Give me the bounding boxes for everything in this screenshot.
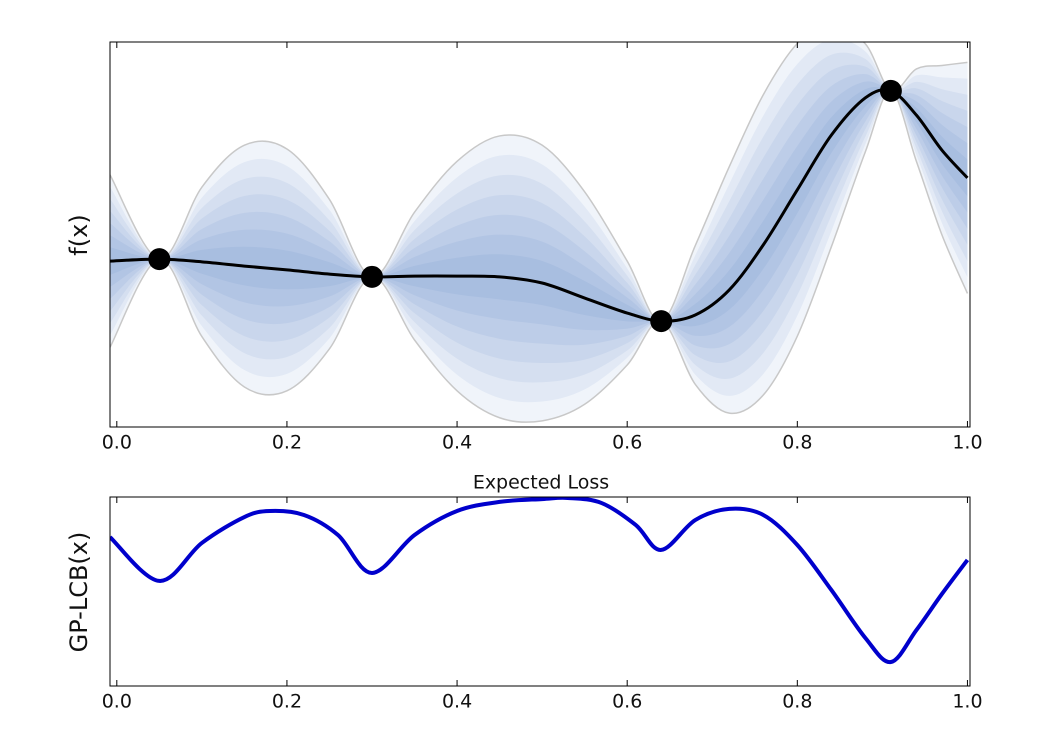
- uncertainty-band: [110, 64, 968, 364]
- x-tick-label: 0.8: [782, 432, 812, 454]
- observation: [148, 248, 171, 271]
- acquisition-line: [110, 497, 970, 664]
- subplot-title: Expected Loss: [473, 472, 609, 494]
- x-tick-label: 0.6: [612, 691, 642, 713]
- mean-line: [110, 88, 969, 323]
- y-axis-label: GP-LCB(x): [65, 532, 93, 653]
- plot-area: [110, 497, 970, 664]
- observation: [650, 310, 673, 333]
- observation: [360, 265, 383, 288]
- uncertainty-band: [110, 52, 968, 383]
- x-tick-label: 1.0: [952, 432, 982, 454]
- x-tick-label: 0.6: [612, 432, 642, 454]
- x-tick-label: 0.4: [442, 432, 472, 454]
- x-tick-label: 0.8: [782, 691, 812, 713]
- x-tick-label: 0.4: [442, 691, 472, 713]
- uncertainty-band: [110, 42, 968, 403]
- uncertainty-band: [110, 86, 968, 327]
- x-tick-label: 1.0: [952, 691, 982, 713]
- confidence-bound: [110, 42, 968, 322]
- confidence-bound: [110, 90, 969, 423]
- axes-frame: [109, 41, 971, 428]
- axes-frame: [109, 496, 971, 687]
- uncertainty-band: [110, 74, 968, 349]
- plot-area: [110, 42, 969, 423]
- y-axis-label: f(x): [65, 214, 93, 255]
- x-tick-label: 0.2: [272, 691, 302, 713]
- uncertainty-band: [110, 42, 968, 423]
- observation: [879, 79, 902, 102]
- x-tick-label: 0.0: [102, 432, 132, 454]
- x-tick-label: 0.0: [102, 691, 132, 713]
- x-tick-label: 0.2: [272, 432, 302, 454]
